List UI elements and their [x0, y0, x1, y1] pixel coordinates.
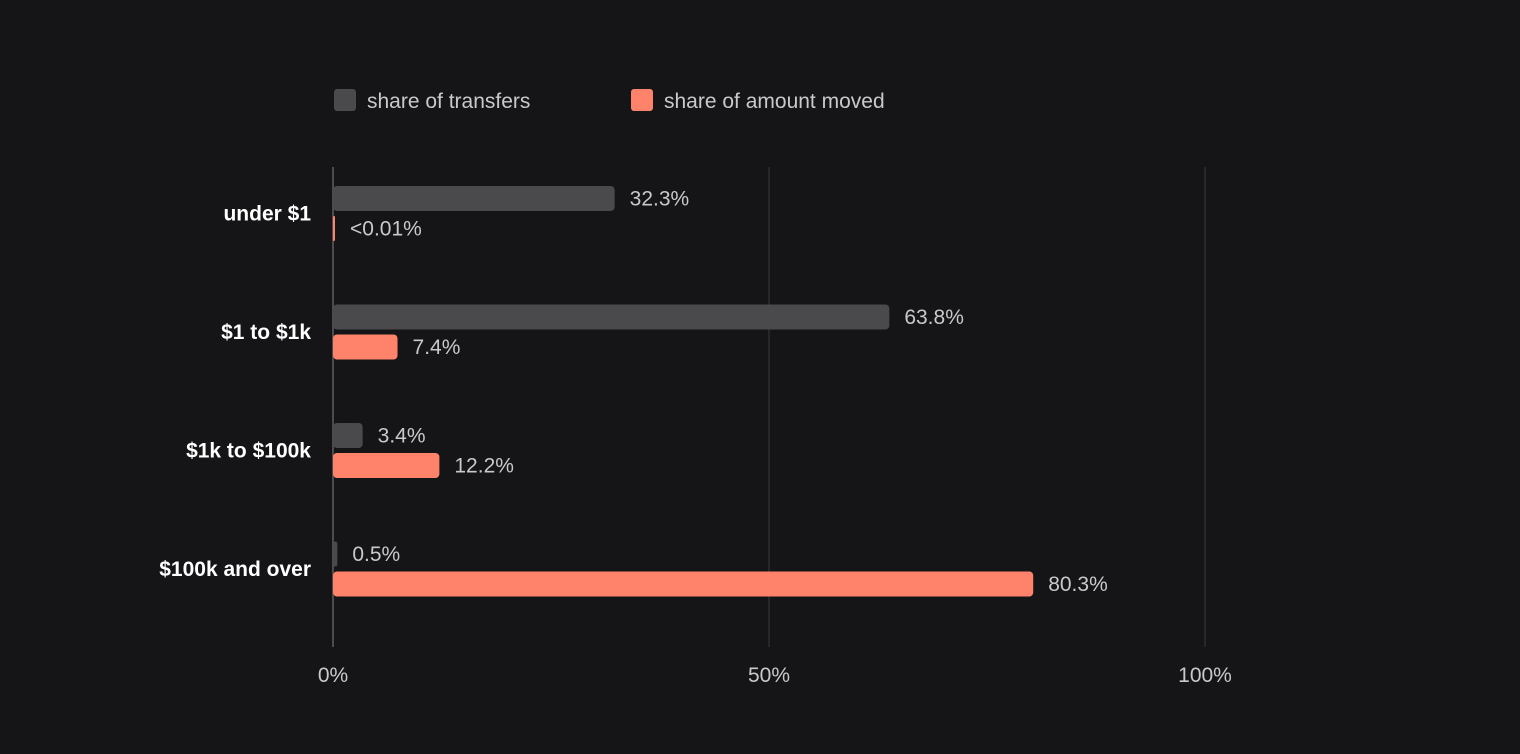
data-label: 32.3%: [630, 188, 690, 211]
data-label: 3.4%: [378, 425, 426, 448]
bar: [333, 423, 363, 448]
bar: [333, 216, 335, 241]
x-axis-ticks: 0% 50% 100%: [318, 664, 1232, 687]
bar: [333, 334, 398, 360]
bar: [333, 304, 890, 330]
labels-layer: under $1 32.3% <0.01% $1 to $1k 63.8% 7.4% $1k…: [159, 188, 1108, 597]
bar: [333, 571, 1034, 597]
category-label: $1k to $100k: [186, 440, 311, 463]
x-tick-label: 50%: [748, 664, 790, 687]
legend-label: share of amount moved: [664, 90, 885, 113]
legend-swatch: [631, 89, 653, 111]
data-label: 0.5%: [352, 543, 400, 566]
x-tick-label: 100%: [1178, 664, 1232, 687]
bar: [333, 186, 615, 211]
legend-swatch: [334, 89, 356, 111]
data-label: 80.3%: [1048, 573, 1108, 596]
grid-layer: [332, 167, 1206, 647]
category-label: $1 to $1k: [221, 321, 311, 344]
bar: [333, 541, 338, 567]
legend-label: share of transfers: [367, 90, 530, 113]
bar: [333, 453, 440, 478]
data-label: 63.8%: [904, 306, 964, 329]
legend: share of transfers share of amount moved: [334, 89, 885, 113]
data-label: 12.2%: [454, 455, 514, 478]
bars-layer: [333, 186, 1034, 597]
data-label: <0.01%: [350, 218, 422, 241]
data-label: 7.4%: [413, 336, 461, 359]
x-tick-label: 0%: [318, 664, 348, 687]
category-label: $100k and over: [159, 558, 311, 581]
category-label: under $1: [223, 203, 311, 226]
